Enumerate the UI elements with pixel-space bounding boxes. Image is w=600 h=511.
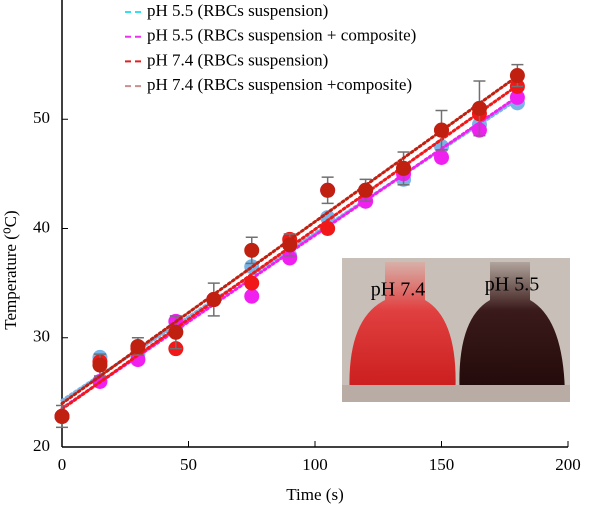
point bbox=[206, 292, 222, 308]
y-axis-title: Temperature (⁰C) bbox=[1, 210, 20, 329]
point bbox=[358, 182, 374, 198]
y-tick-label: 20 bbox=[33, 436, 50, 455]
point bbox=[54, 408, 70, 424]
legend-label: pH 5.5 (RBCs suspension) bbox=[147, 1, 328, 20]
point bbox=[434, 122, 449, 138]
legend-label: pH 5.5 (RBCs suspension + composite) bbox=[147, 26, 416, 45]
point bbox=[244, 275, 260, 291]
point bbox=[471, 100, 487, 116]
x-tick-label: 0 bbox=[58, 455, 67, 474]
inset-label: pH 5.5 bbox=[485, 274, 539, 296]
x-tick-label: 100 bbox=[302, 455, 328, 474]
point bbox=[509, 89, 525, 105]
point bbox=[168, 324, 184, 340]
inset-label: pH 7.4 bbox=[371, 279, 425, 301]
legend-label: pH 7.4 (RBCs suspension +composite) bbox=[147, 75, 412, 94]
x-tick-label: 150 bbox=[429, 455, 455, 474]
x-tick-label: 200 bbox=[555, 455, 581, 474]
point bbox=[509, 68, 525, 84]
point bbox=[282, 237, 298, 253]
point bbox=[320, 182, 336, 198]
y-tick-label: 50 bbox=[33, 108, 50, 127]
point bbox=[92, 357, 108, 373]
inset-photo: pH 7.4 pH 5.5 bbox=[342, 258, 570, 402]
point bbox=[244, 242, 260, 258]
point bbox=[130, 338, 146, 354]
y-tick-label: 30 bbox=[33, 327, 50, 346]
x-axis-title: Time (s) bbox=[286, 485, 343, 504]
point bbox=[320, 221, 336, 236]
point bbox=[244, 288, 260, 304]
point bbox=[396, 160, 412, 176]
point bbox=[434, 149, 449, 165]
y-tick-label: 40 bbox=[33, 217, 50, 236]
legend-label: pH 7.4 (RBCs suspension) bbox=[147, 50, 328, 69]
point bbox=[282, 250, 298, 266]
x-tick-label: 50 bbox=[180, 455, 197, 474]
